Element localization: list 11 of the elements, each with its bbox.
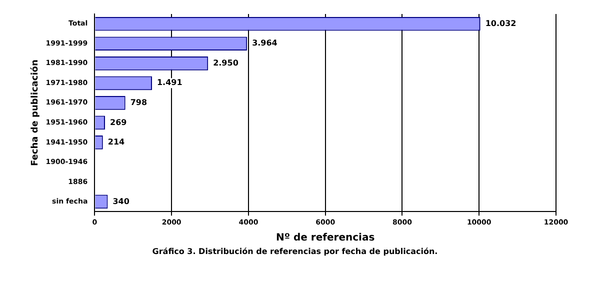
data-label: 10.032 [485, 18, 516, 28]
data-label: 2.950 [213, 58, 239, 68]
text: Gráfico 3. Distribución de referencias por fecha de publicación. [152, 247, 438, 256]
data-label: 214 [108, 138, 126, 147]
data-label: 1.491 [156, 78, 183, 88]
data-label: 340 [112, 196, 130, 206]
data-label: 798 [130, 98, 148, 107]
data-label: 269 [110, 118, 128, 127]
x-axis-title: Nº de referencias [276, 232, 375, 244]
data-label: 3.964 [252, 38, 278, 48]
y-axis-title: Fecha de publicación [30, 60, 41, 166]
